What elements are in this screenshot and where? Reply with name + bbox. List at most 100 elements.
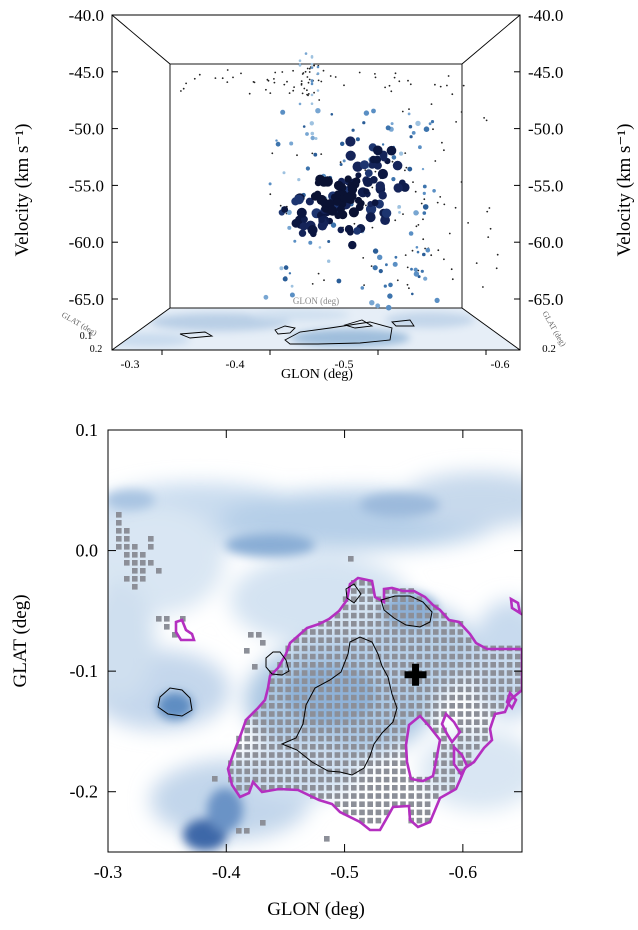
mask-square [465, 678, 472, 684]
velocity-tick-label-right: -50.0 [528, 120, 563, 139]
velocity-tick-label-left: -40.0 [69, 6, 104, 25]
mask-square [310, 768, 316, 775]
mask-square [326, 785, 332, 791]
mask-square [400, 719, 406, 725]
scatter-point-small [363, 284, 365, 286]
scatter-point-small [462, 84, 465, 87]
mask-square [474, 694, 480, 701]
mask-square [367, 596, 373, 602]
scatter-point-small [443, 149, 445, 152]
mask-square [301, 768, 308, 775]
mask-square [252, 735, 259, 742]
mask-square [375, 645, 382, 652]
velocity-tick-label-left: -50.0 [69, 120, 104, 139]
scatter-point-small [185, 82, 188, 85]
mask-square [310, 711, 316, 717]
scatter-point-small [436, 201, 439, 204]
scatter-point-small [482, 286, 484, 288]
mask-square [351, 711, 357, 717]
mask-square [260, 727, 267, 734]
mask-square [416, 653, 423, 660]
scatter-point-mid [263, 294, 269, 300]
mask-square [277, 768, 283, 775]
mask-square [400, 645, 406, 652]
mask-square [441, 776, 447, 783]
scatter-point-mid [280, 109, 286, 115]
mask-square [392, 719, 398, 725]
mask-square [359, 621, 365, 627]
mask-square [244, 648, 250, 654]
mask-square [132, 560, 138, 566]
mask-square [383, 678, 390, 684]
scatter-point-small [226, 69, 229, 71]
scatter-point-core [352, 177, 361, 185]
mask-square [148, 560, 154, 566]
mask-square [433, 785, 439, 791]
mask-square [293, 744, 300, 750]
scatter-point-small [417, 224, 420, 226]
mask-square [392, 801, 398, 807]
scatter-point-mid [302, 125, 306, 128]
scatter-point-mid [415, 120, 421, 127]
mask-square [375, 662, 382, 668]
mask-square [433, 653, 439, 660]
mask-square [424, 629, 431, 635]
scatter-point-small [441, 141, 443, 144]
mask-square [334, 662, 341, 668]
mask-square [285, 703, 291, 709]
scatter-point-small [308, 71, 311, 73]
mask-square [318, 793, 324, 799]
map-xlabel: GLON (deg) [267, 899, 365, 920]
mask-square [212, 776, 218, 782]
mask-square [457, 760, 464, 766]
scatter-point-dense [281, 206, 289, 213]
mask-square [359, 727, 365, 734]
velocity-tick-label-right: -65.0 [528, 290, 563, 309]
mask-square [375, 694, 382, 701]
glat-glon-map-panel: -0.3 -0.4 -0.5 -0.6 0.1 0.0 -0.1 -0.2 GLON (deg… [10, 420, 523, 920]
mask-square [506, 678, 513, 684]
mask-square [383, 612, 390, 619]
mask-square [342, 653, 349, 660]
velocity-tick-label-left: -45.0 [69, 63, 104, 82]
mask-square [433, 793, 439, 799]
scatter-point-mid [416, 250, 420, 254]
mask-square [359, 596, 365, 602]
scatter-point-small [365, 204, 367, 207]
mask-square [277, 735, 283, 742]
velocity-tick-label-left: -60.0 [69, 233, 104, 252]
scatter-point-dense [363, 177, 373, 188]
mask-square [367, 629, 373, 635]
mask-square [285, 785, 291, 791]
mask-square [132, 552, 138, 558]
back-glon-label: GLON (deg) [293, 296, 339, 306]
scatter-point-dense [353, 227, 361, 235]
mask-square [474, 678, 480, 684]
mask-square [277, 744, 283, 750]
scatter-point-small [311, 152, 314, 155]
mask-square [416, 785, 423, 791]
mask-square [326, 678, 332, 684]
mask-square [351, 596, 357, 602]
scatter-point-dense [365, 212, 376, 223]
mask-square [334, 670, 341, 676]
scatter-point-mid [327, 259, 331, 263]
mask-square [285, 678, 291, 684]
mask-square [498, 678, 505, 684]
map-frame [107, 429, 523, 853]
mask-square [293, 727, 300, 734]
velocity-cube-panel: -40.0 -40.0 -45.0 -45.0 -50.0 -50.0 -55.0 -55.0… [12, 6, 635, 382]
mask-square [392, 621, 398, 627]
mask-square [392, 744, 398, 750]
mask-square [457, 645, 464, 652]
mask-square [301, 735, 308, 742]
mask-square [392, 785, 398, 791]
mask-square [375, 612, 382, 619]
mask-square [260, 768, 267, 775]
scatter-point-mid [327, 240, 331, 243]
map-x-tick-label: -0.3 [94, 862, 123, 882]
mask-square [367, 785, 373, 791]
mask-square [457, 735, 464, 742]
scatter-point-column [310, 62, 314, 66]
mask-square [465, 735, 472, 742]
